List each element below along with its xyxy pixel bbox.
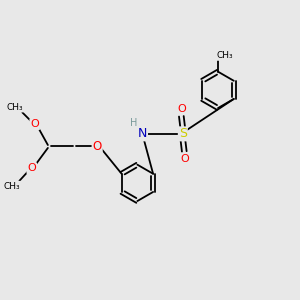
- Text: O: O: [30, 119, 39, 129]
- Text: CH₃: CH₃: [4, 182, 20, 190]
- Text: O: O: [180, 154, 189, 164]
- Text: S: S: [179, 128, 187, 140]
- Text: CH₃: CH₃: [7, 103, 23, 112]
- Text: H: H: [130, 118, 138, 128]
- Text: O: O: [27, 163, 36, 173]
- Text: O: O: [92, 140, 102, 153]
- Text: O: O: [177, 104, 186, 114]
- Text: CH₃: CH₃: [216, 51, 233, 60]
- Text: N: N: [138, 128, 147, 140]
